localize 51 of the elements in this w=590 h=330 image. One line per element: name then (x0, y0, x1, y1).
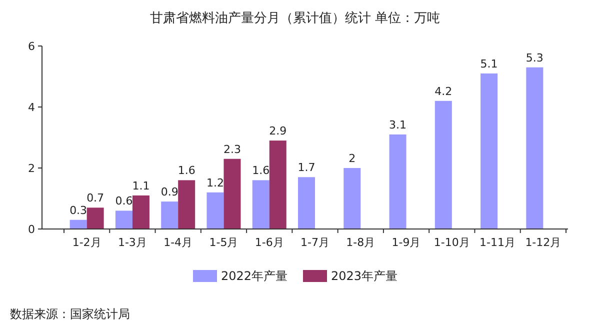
data-label: 0.6 (115, 194, 133, 208)
x-tick-label: 1-5月 (209, 236, 238, 249)
bar (132, 195, 150, 229)
data-label: 2.3 (223, 142, 241, 156)
y-tick-label: 2 (28, 162, 35, 175)
data-label: 2 (348, 152, 356, 165)
bar (434, 100, 452, 229)
data-label: 3.1 (389, 118, 407, 132)
bar (206, 192, 224, 229)
bar (344, 168, 361, 229)
data-label: 2.9 (269, 124, 287, 138)
bar (526, 67, 544, 229)
data-label: 0.9 (160, 186, 178, 199)
bar (86, 208, 104, 229)
x-tick-label: 1-6月 (254, 236, 284, 249)
data-label: 5.1 (480, 57, 498, 70)
bar (224, 158, 241, 229)
x-tick-label: 1-10月 (434, 236, 470, 249)
x-tick-label: 1-12月 (525, 236, 562, 249)
data-label: 1.2 (206, 176, 224, 190)
x-tick-label: 1-11月 (480, 236, 516, 249)
x-tick-label: 1-7月 (300, 236, 330, 249)
source-note: 数据来源：国家统计局 (10, 307, 130, 321)
data-label: 0.7 (86, 192, 104, 205)
bar (252, 180, 270, 229)
data-label: 4.2 (434, 84, 452, 98)
bar (70, 220, 87, 229)
bar (480, 73, 498, 229)
data-label: 1.6 (178, 164, 196, 178)
data-label: 1.6 (252, 164, 270, 178)
data-label: 1.7 (298, 161, 316, 174)
data-label: 0.3 (70, 204, 88, 217)
bar (389, 134, 406, 229)
bar (298, 177, 315, 229)
y-tick-label: 0 (28, 223, 35, 236)
x-tick-label: 1-9月 (392, 236, 421, 249)
bar (178, 180, 196, 229)
y-tick-label: 6 (28, 40, 35, 53)
y-tick-label: 4 (28, 101, 35, 114)
chart-title: 甘肃省燃料油产量分月（累计值）统计 单位：万吨 (150, 11, 440, 26)
legend-label: 2023年产量 (331, 269, 398, 283)
legend-label: 2022年产量 (221, 269, 288, 283)
bar (115, 210, 132, 229)
x-tick-label: 1-4月 (164, 236, 193, 249)
data-label: 5.3 (526, 51, 544, 64)
x-tick-label: 1-3月 (118, 236, 147, 249)
data-label: 1.1 (132, 179, 150, 192)
x-tick-label: 1-8月 (346, 236, 376, 249)
bar (161, 202, 178, 229)
x-tick-label: 1-2月 (72, 236, 102, 249)
bar (269, 140, 286, 229)
